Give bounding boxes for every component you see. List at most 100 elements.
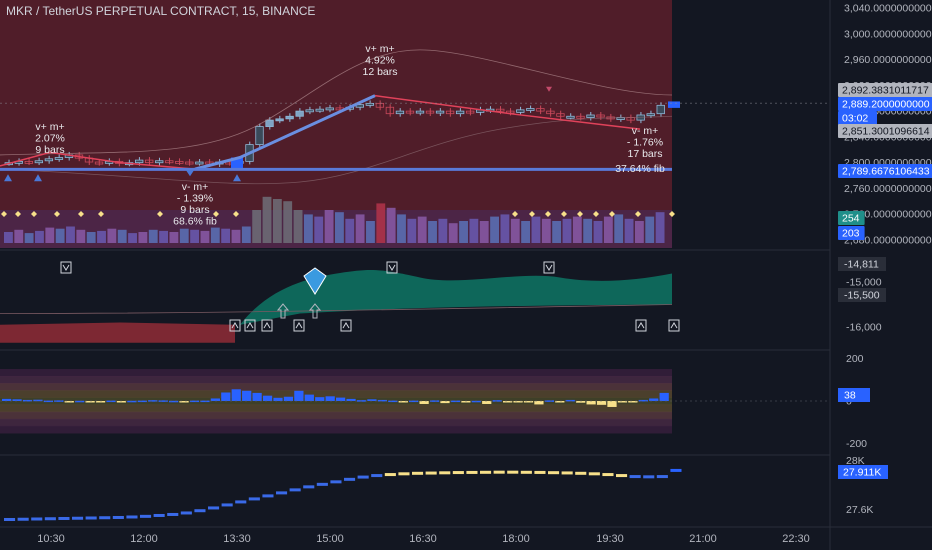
candle-body (656, 104, 665, 115)
volume-bar (655, 212, 665, 243)
volume-diamond-marker (98, 211, 104, 217)
pane2-arrow-up (276, 303, 290, 319)
pane4-step-dash (221, 503, 233, 507)
pane3-histogram-bar (336, 397, 346, 401)
pane4-step-dash (561, 471, 573, 475)
pane3-histogram-bar (367, 399, 377, 401)
price-badge (838, 164, 932, 178)
volume-bar (138, 232, 148, 243)
pane3-histogram-bar (43, 400, 53, 403)
pane3-histogram-bar (461, 401, 471, 403)
pane4-badge (838, 465, 888, 479)
volume-diamond-marker (512, 211, 518, 217)
price-badge (838, 83, 932, 97)
pane2-positive-area (240, 270, 672, 325)
pane2-tick-label: -15,000 (846, 277, 882, 289)
volume-bar (510, 218, 520, 243)
volume-bar (366, 221, 375, 243)
volume-bar (45, 227, 55, 243)
price-badge-label: 2,892.3831011717 (842, 85, 929, 97)
pane4-step-dash (534, 470, 546, 474)
candle-body (586, 114, 595, 118)
pane3-histogram-bar (148, 400, 158, 402)
candle-body (24, 160, 33, 164)
pane3-histogram-bar (22, 399, 33, 402)
pane2-badge (838, 288, 886, 302)
volume-bar (428, 221, 437, 243)
pane3-histogram-bar (450, 400, 461, 403)
volume-bar (314, 216, 324, 243)
lower-band-line (0, 115, 673, 185)
pane3-histogram-bar (283, 396, 294, 401)
volume-diamond-marker (78, 211, 84, 217)
pane4-step-dash (643, 475, 655, 479)
pane2-up-marker-glyph (295, 322, 303, 329)
pane3-histogram-bar (294, 390, 304, 401)
volume-diamond-marker (593, 211, 599, 217)
volume-diamond-marker (577, 211, 583, 217)
pane3-histogram-bar (482, 401, 492, 404)
zigzag-annotation-text: - 1.39% (177, 193, 213, 205)
volume-bar (179, 228, 189, 243)
zigzag-annotation-text: 9 bars (35, 144, 64, 156)
pane3-histogram-bar (419, 401, 429, 404)
pane4-step-dash (289, 488, 301, 492)
pane3-histogram-bar (231, 389, 241, 401)
pane4-step-dash (371, 474, 383, 478)
volume-bar (490, 216, 499, 243)
zigzag-annotation-text: 9 bars (180, 204, 209, 216)
pane2-up-marker (293, 319, 305, 332)
pane2-tick-label: -16,000 (846, 322, 882, 334)
zigzag-annotation-text: - 1.76% (627, 137, 663, 149)
pane4-step-dash (85, 516, 97, 520)
pane3-band (0, 418, 672, 427)
pane3-histogram-bar (12, 399, 22, 401)
pane2-up-marker (229, 319, 241, 332)
pane2-up-marker-glyph (263, 322, 271, 329)
price-badge (838, 97, 932, 111)
pane3-histogram-bar (617, 401, 628, 403)
pane4-step-dash (384, 473, 396, 477)
pane2-up-marker-glyph (670, 322, 678, 329)
volume-bar (272, 199, 282, 243)
price-tick-label: 3,000.0000000000 (844, 28, 932, 40)
pane4-step-dash (629, 475, 641, 479)
pane4-step-dash (330, 480, 342, 484)
volume-bar (262, 196, 272, 243)
price-badge-label: 2,889.2000000000 (842, 99, 930, 111)
pane3-histogram-bar (273, 397, 283, 401)
zigzag-annotation-text: v- m+ (182, 181, 209, 193)
pane2-badge (838, 257, 886, 271)
volume-bar (128, 233, 137, 243)
pane4-badge-label: 27.911K (843, 467, 881, 479)
zigzag-annotation-text: 4.92% (365, 55, 395, 67)
pane3-histogram-bar (64, 401, 74, 403)
time-axis-label: 22:30 (782, 533, 810, 545)
pane4-step-dash (466, 470, 478, 474)
volume-diamond-marker (635, 211, 641, 217)
zigzag-annotation-text: 12 bars (362, 66, 397, 78)
candle-body (255, 126, 264, 146)
pane2-down-marker (60, 261, 72, 274)
candle-body (54, 157, 64, 160)
pane4-step-dash (276, 491, 288, 495)
pane4-step-dash (616, 474, 628, 478)
zigzag-annotation-text: v+ m+ (365, 43, 394, 55)
volume-bar (479, 221, 489, 243)
volume-bar (448, 223, 458, 243)
pane3-histogram-bar (565, 399, 575, 402)
pane4-tick-label: 28K (846, 455, 865, 467)
pane2-down-marker (543, 261, 555, 274)
volume-bar (541, 218, 551, 243)
pane3-histogram-bar (555, 401, 565, 403)
highlight-candle-current (668, 101, 680, 108)
pane4-step-dash (588, 472, 600, 476)
volume-bar (345, 218, 355, 243)
pane4-step-dash (112, 515, 124, 519)
volume-bar (562, 218, 572, 243)
candle-body (496, 108, 505, 112)
signal-up-triangle (4, 174, 12, 182)
pane3-histogram-bar (544, 400, 554, 402)
